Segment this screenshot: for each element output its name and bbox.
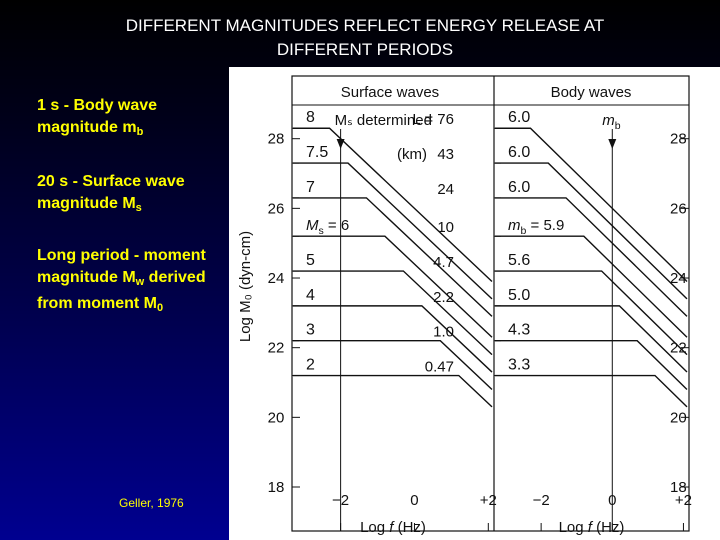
spectrum-line — [495, 270, 688, 356]
title-line-1: DIFFERENT MAGNITUDES REFLECT ENERGY RELE… — [125, 16, 605, 35]
y-tick-label-left: 28 — [268, 131, 285, 148]
spectrum-line — [293, 235, 493, 338]
rupture-length-label: L = 76 — [412, 111, 454, 128]
y-tick-label-left: 26 — [268, 200, 285, 217]
rupture-length-value: 1.0 — [433, 324, 454, 341]
rupture-length-value: 0.47 — [425, 359, 454, 376]
spectrum-line — [495, 197, 688, 317]
magnitude-label: Ms = 6 — [306, 217, 349, 237]
bullet-subscript: w — [135, 276, 145, 288]
bullet-subscript: b — [136, 126, 144, 138]
magnitude-label: 3.3 — [508, 357, 530, 374]
magnitude-label: mb = 5.9 — [508, 217, 564, 237]
bullet-body-wave: 1 s - Body wave magnitude mb — [37, 95, 227, 143]
x-axis-label: Log f (Hz) — [360, 519, 426, 536]
magnitude-label: 6.0 — [508, 109, 530, 126]
spectrum-line — [495, 305, 688, 373]
spectrum-line — [495, 340, 688, 390]
y-tick-label-right: 26 — [670, 200, 687, 217]
spectrum-line — [293, 305, 493, 373]
bullet-surface-wave: 20 s - Surface wave magnitude Ms — [37, 171, 227, 219]
y-tick-label-right: 20 — [670, 409, 687, 426]
magnitude-label: 7.5 — [306, 144, 328, 161]
spectrum-line — [293, 340, 493, 390]
magnitude-label: 5.0 — [508, 287, 530, 304]
bullet-moment: Long period - moment magnitude Mw derive… — [37, 245, 227, 319]
y-tick-label-left: 22 — [268, 340, 285, 357]
y-tick-label-right: 18 — [670, 479, 687, 496]
bullet-subscript-2: 0 — [157, 302, 164, 314]
y-tick-label-left: 18 — [268, 479, 285, 496]
x-tick-label: +2 — [675, 492, 692, 509]
magnitude-label: 4 — [306, 287, 315, 304]
panel-header: Body waves — [551, 84, 632, 101]
bullet-text: 20 s - Surface wave magnitude M — [37, 173, 185, 212]
rupture-length-value: 24 — [437, 181, 454, 198]
magnitude-label: 8 — [306, 109, 315, 126]
spectrum-line — [495, 162, 688, 300]
bullet-text: 1 s - Body wave magnitude m — [37, 97, 158, 136]
slide-title: DIFFERENT MAGNITUDES REFLECT ENERGY RELE… — [40, 14, 690, 62]
magnitude-label: 6.0 — [508, 144, 530, 161]
spectrum-line — [495, 235, 688, 338]
magnitude-label: 7 — [306, 179, 315, 196]
bullet-subscript: s — [135, 202, 142, 214]
rupture-length-value: 10 — [437, 219, 454, 236]
x-tick-label: +2 — [480, 492, 497, 509]
magnitude-spectra-figure: 18 20 22 24 26 28 18 20 22 24 26 28 Log M₀ (dyn-cm) S… — [229, 67, 720, 540]
spectrum-line — [495, 374, 688, 408]
y-tick-label-left: 24 — [268, 270, 285, 287]
magnitude-label: 5 — [306, 252, 315, 269]
marker-label: mb — [602, 112, 621, 132]
magnitude-label: 6.0 — [508, 179, 530, 196]
y-tick-label-right: 28 — [670, 131, 687, 148]
x-tick-label: 0 — [410, 492, 418, 509]
y-axis-label: Log M₀ (dyn-cm) — [237, 231, 254, 342]
plot-frame — [291, 75, 690, 532]
magnitude-label: 4.3 — [508, 322, 530, 339]
rupture-length-value: 43 — [437, 146, 454, 163]
magnitude-label: 2 — [306, 357, 315, 374]
x-axis-label: Log f (Hz) — [559, 519, 625, 536]
title-line-2: DIFFERENT PERIODS — [276, 40, 454, 59]
bullet-text: Long period - moment magnitude M — [37, 247, 206, 286]
spectrum-line — [293, 197, 493, 317]
panel-header: Surface waves — [341, 84, 439, 101]
y-tick-label-right: 22 — [670, 340, 687, 357]
spectrum-line — [495, 127, 688, 283]
y-tick-label-right: 24 — [670, 270, 687, 287]
x-tick-label: −2 — [533, 492, 550, 509]
measurement-arrow — [608, 139, 617, 149]
rupture-length-value: 2.2 — [433, 289, 454, 306]
spectrum-line — [293, 127, 493, 283]
bullet-text-after: derived from moment M — [37, 269, 206, 312]
rupture-length-unit: (km) — [397, 146, 427, 163]
spectrum-line — [293, 162, 493, 300]
spectrum-line — [293, 374, 493, 408]
magnitude-label: 3 — [306, 322, 315, 339]
y-tick-label-left: 20 — [268, 409, 285, 426]
spectrum-line — [293, 270, 493, 356]
citation: Geller, 1976 — [119, 496, 184, 510]
panel-annotation: Mₛ determined — [335, 112, 432, 129]
rupture-length-value: 4.7 — [433, 254, 454, 271]
magnitude-label: 5.6 — [508, 252, 530, 269]
